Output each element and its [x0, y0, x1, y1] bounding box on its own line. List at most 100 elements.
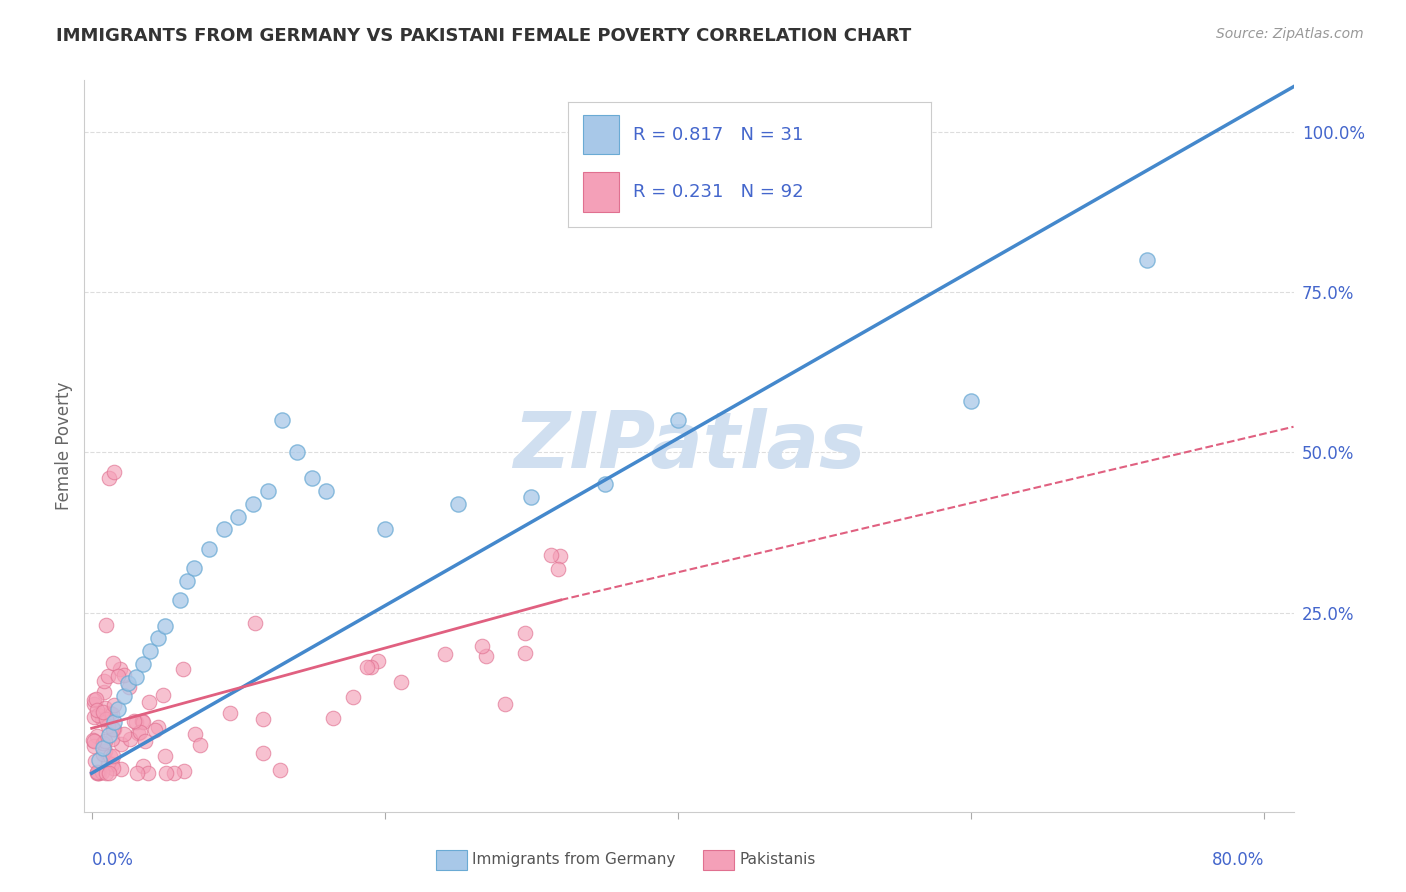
Point: [515, 625, 537, 640]
Point: [134, 734, 156, 748]
Point: [101, 756, 124, 771]
Point: [256, 483, 278, 498]
Point: [548, 549, 571, 563]
Point: [87, 765, 110, 780]
Point: [131, 714, 153, 728]
Point: [593, 477, 616, 491]
Point: [83, 734, 105, 748]
Point: [219, 706, 242, 721]
Point: [103, 722, 125, 736]
Point: [132, 759, 155, 773]
Point: [155, 765, 177, 780]
Point: [176, 574, 198, 588]
Point: [494, 697, 516, 711]
Point: [547, 562, 569, 576]
Point: [169, 593, 191, 607]
Point: [367, 654, 389, 668]
Point: [127, 726, 149, 740]
Point: [356, 660, 378, 674]
Text: IMMIGRANTS FROM GERMANY VS PAKISTANI FEMALE POVERTY CORRELATION CHART: IMMIGRANTS FROM GERMANY VS PAKISTANI FEM…: [56, 27, 911, 45]
Point: [103, 465, 125, 479]
Point: [143, 723, 166, 737]
Point: [96, 712, 118, 726]
Point: [87, 753, 110, 767]
Point: [124, 670, 146, 684]
Point: [198, 541, 221, 556]
Point: [183, 561, 205, 575]
Point: [112, 668, 135, 682]
Point: [252, 747, 274, 761]
Point: [188, 738, 211, 752]
Point: [86, 765, 108, 780]
Point: [172, 662, 194, 676]
Point: [666, 413, 689, 427]
Point: [152, 689, 174, 703]
Point: [94, 765, 117, 780]
Point: [360, 660, 382, 674]
Point: [103, 698, 125, 712]
Point: [139, 644, 162, 658]
Point: [86, 729, 108, 743]
Point: [153, 748, 176, 763]
Point: [83, 710, 105, 724]
Point: [110, 762, 132, 776]
Point: [97, 669, 120, 683]
Point: [212, 523, 235, 537]
Point: [97, 765, 120, 780]
Point: [131, 714, 153, 729]
Text: Source: ZipAtlas.com: Source: ZipAtlas.com: [1216, 27, 1364, 41]
Point: [101, 732, 124, 747]
Point: [101, 722, 124, 736]
Point: [107, 702, 129, 716]
Point: [91, 765, 114, 780]
Point: [98, 471, 121, 485]
Point: [98, 728, 121, 742]
Point: [242, 497, 264, 511]
Point: [226, 509, 249, 524]
Point: [153, 618, 176, 632]
Point: [146, 720, 169, 734]
Point: [136, 765, 159, 780]
Text: Immigrants from Germany: Immigrants from Germany: [472, 853, 676, 867]
Point: [515, 646, 537, 660]
Point: [91, 736, 114, 750]
Point: [540, 548, 562, 562]
Point: [243, 615, 266, 630]
Text: 0.0%: 0.0%: [91, 851, 134, 869]
Point: [94, 618, 117, 632]
Point: [86, 703, 108, 717]
Point: [110, 737, 132, 751]
Point: [301, 471, 323, 485]
Point: [93, 685, 115, 699]
Point: [112, 690, 135, 704]
Point: [91, 705, 114, 719]
Point: [520, 491, 543, 505]
Text: 80.0%: 80.0%: [1212, 851, 1264, 869]
Point: [83, 739, 105, 753]
Point: [103, 656, 125, 670]
Point: [87, 765, 110, 780]
Point: [474, 648, 496, 663]
Point: [118, 680, 141, 694]
Point: [125, 714, 148, 729]
Point: [86, 765, 108, 780]
Point: [285, 445, 308, 459]
Point: [93, 744, 115, 758]
Point: [471, 639, 494, 653]
Point: [101, 707, 124, 722]
Point: [93, 674, 115, 689]
Point: [146, 632, 169, 646]
Y-axis label: Female Poverty: Female Poverty: [55, 382, 73, 510]
Point: [83, 692, 105, 706]
Point: [183, 727, 205, 741]
Point: [125, 765, 148, 780]
Point: [94, 733, 117, 747]
Point: [83, 697, 105, 711]
Point: [138, 695, 160, 709]
Point: [103, 714, 125, 729]
Point: [118, 732, 141, 747]
Point: [252, 713, 274, 727]
Point: [322, 711, 344, 725]
Text: ZIPatlas: ZIPatlas: [513, 408, 865, 484]
Point: [122, 714, 145, 728]
